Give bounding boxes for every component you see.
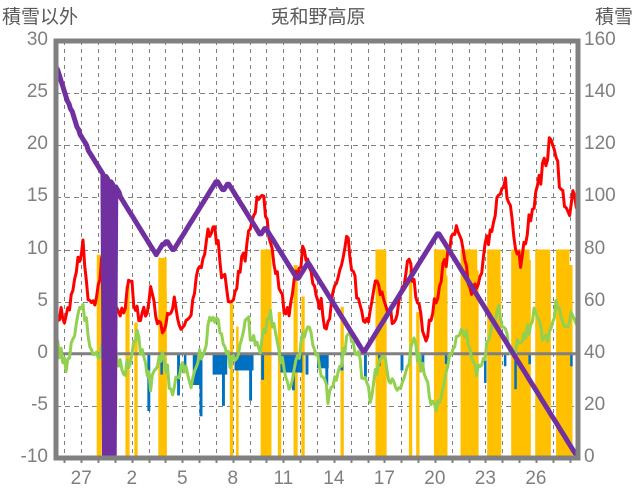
y-axis-tick-left: 0 [37, 341, 48, 363]
y-axis-tick-right: 60 [584, 289, 606, 311]
y-axis-tick-right: 140 [584, 81, 616, 103]
x-axis-tick: 11 [273, 468, 294, 489]
y-axis-tick-left: 30 [26, 29, 48, 50]
y-axis-tick-right: 100 [584, 185, 616, 207]
x-axis-tick: 17 [373, 468, 395, 489]
y-axis-tick-right: 40 [584, 341, 606, 363]
x-axis-tick: 2 [126, 468, 138, 489]
y-axis-tick-left: -10 [20, 446, 48, 467]
y-axis-tick-right: 120 [584, 133, 616, 155]
x-axis-tick: 5 [176, 468, 188, 489]
x-axis-tick: 26 [525, 468, 547, 489]
y-axis-tick-left: 25 [26, 81, 48, 103]
x-axis-tick: 27 [70, 468, 92, 489]
right-axis-title: 積雪 [594, 7, 633, 28]
x-axis-tick: 14 [323, 468, 345, 489]
y-axis-tick-right: 160 [584, 29, 616, 50]
y-axis-tick-right: 20 [584, 393, 606, 415]
x-axis-tick: 23 [474, 468, 496, 489]
y-axis-tick-left: 5 [37, 289, 48, 311]
y-axis-tick-left: 10 [26, 237, 48, 259]
left-axis-title: 積雪以外 [2, 7, 79, 28]
y-axis-tick-left: 20 [26, 133, 48, 155]
y-axis-tick-right: 0 [584, 446, 595, 467]
x-axis-tick: 20 [424, 468, 446, 489]
y-axis-tick-left: -5 [31, 393, 48, 415]
page-title: 兎和野高原 [270, 7, 366, 28]
y-axis-tick-left: 15 [26, 185, 48, 207]
x-axis-tick: 8 [227, 468, 239, 489]
y-axis-tick-right: 80 [584, 237, 606, 259]
